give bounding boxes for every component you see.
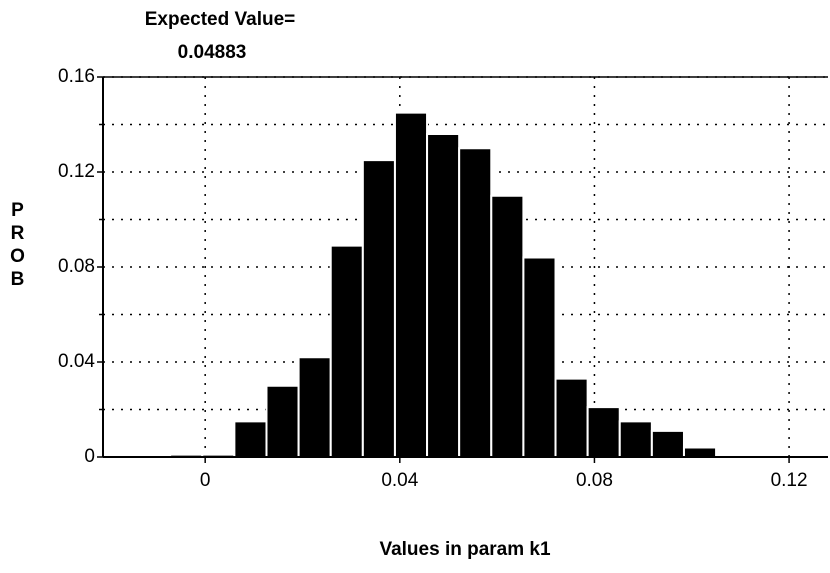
bar: [297, 356, 332, 458]
bar: [458, 147, 493, 458]
y-tick-label: 0.04: [58, 351, 95, 372]
bar: [265, 384, 300, 458]
bar: [554, 377, 589, 458]
bar: [682, 446, 718, 458]
x-tick-label: 0: [200, 470, 211, 491]
y-tick-label: 0: [84, 446, 95, 467]
bar: [393, 111, 429, 458]
bar: [522, 256, 557, 458]
y-tick-label: 0.12: [58, 161, 95, 182]
bar: [361, 159, 396, 458]
y-tick-label: 0.08: [58, 256, 95, 277]
bar: [618, 420, 653, 458]
bar: [586, 406, 621, 458]
bar: [233, 420, 268, 458]
y-tick-label: 0.16: [58, 66, 95, 87]
chart-title: Expected Value=: [145, 9, 296, 30]
x-tick-label: 0.08: [576, 470, 613, 491]
bar: [329, 244, 364, 458]
y-axis-label: PROB: [7, 200, 28, 292]
x-axis-label: Values in param k1: [379, 539, 551, 560]
x-tick-label: 0.04: [381, 470, 418, 491]
bar: [426, 133, 461, 458]
x-tick-label: 0.12: [771, 470, 808, 491]
chart-subtitle: 0.04883: [178, 42, 247, 63]
bar: [650, 429, 685, 458]
bar: [490, 194, 525, 458]
